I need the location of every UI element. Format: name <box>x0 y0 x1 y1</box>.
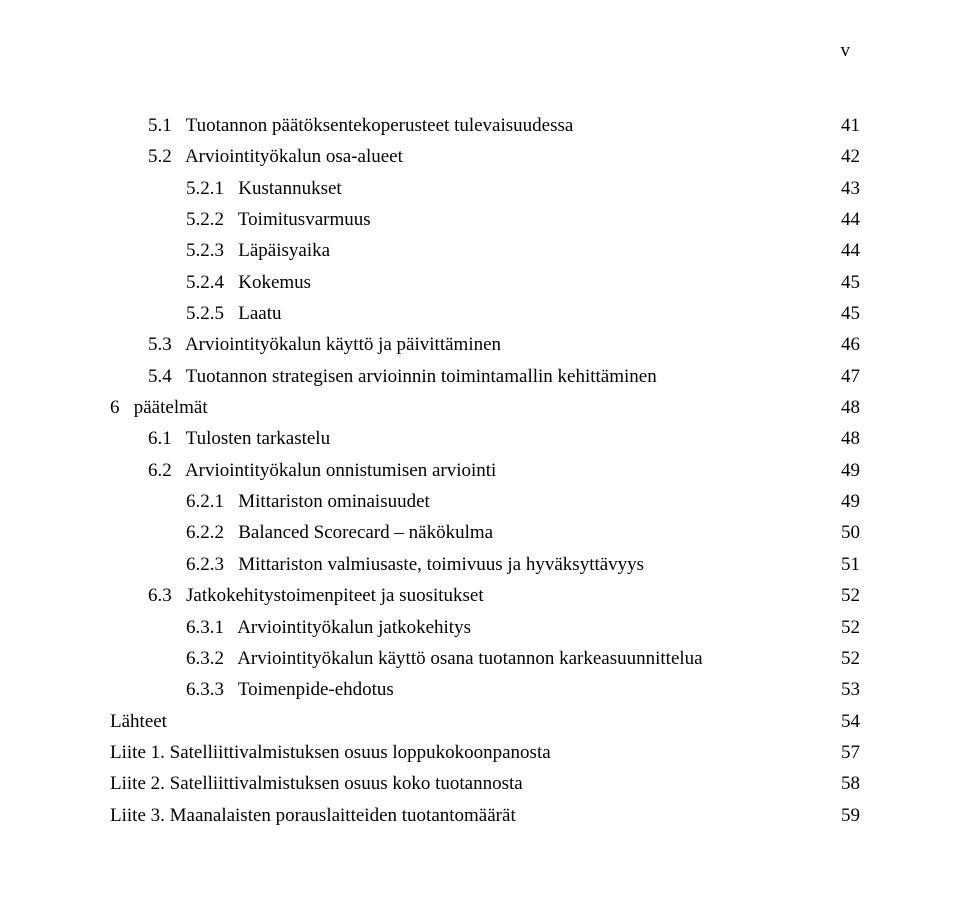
toc-entry-page: 44 <box>841 204 860 235</box>
toc-entry-page: 42 <box>841 141 860 172</box>
toc-entry-label: Liite 3. Maanalaisten porauslaitteiden t… <box>110 800 516 831</box>
toc-entry: 5.2.3 Läpäisyaika 44 <box>110 235 860 266</box>
toc-entry: 6 päätelmät 48 <box>110 392 860 423</box>
toc-entry-page: 44 <box>841 235 860 266</box>
toc-entry: Liite 3. Maanalaisten porauslaitteiden t… <box>110 800 860 831</box>
toc-entry-page: 46 <box>841 329 860 360</box>
toc-entry-page: 45 <box>841 267 860 298</box>
toc-entry: 5.3 Arviointityökalun käyttö ja päivittä… <box>110 329 860 360</box>
toc-entry: Liite 2. Satelliittivalmistuksen osuus k… <box>110 768 860 799</box>
toc-entry: 5.1 Tuotannon päätöksentekoperusteet tul… <box>110 110 860 141</box>
toc-entry: 6.2.3 Mittariston valmiusaste, toimivuus… <box>110 549 860 580</box>
toc-entry: 6.3.1 Arviointityökalun jatkokehitys 52 <box>110 612 860 643</box>
toc-entry-label: 5.2.1 Kustannukset <box>186 173 342 204</box>
toc-entry-label: 6.2 Arviointityökalun onnistumisen arvio… <box>148 455 496 486</box>
toc-entry: Lähteet 54 <box>110 706 860 737</box>
toc-entry-page: 52 <box>841 612 860 643</box>
toc-entry-page: 54 <box>841 706 860 737</box>
toc-entry: 5.2.4 Kokemus 45 <box>110 267 860 298</box>
toc-entry: 5.2.2 Toimitusvarmuus 44 <box>110 204 860 235</box>
table-of-contents: 5.1 Tuotannon päätöksentekoperusteet tul… <box>110 110 860 831</box>
page-number: v <box>841 40 851 62</box>
toc-entry: 6.3.2 Arviointityökalun käyttö osana tuo… <box>110 643 860 674</box>
toc-entry-page: 48 <box>841 392 860 423</box>
toc-entry: 5.2.1 Kustannukset 43 <box>110 173 860 204</box>
toc-entry-page: 57 <box>841 737 860 768</box>
toc-entry: 5.2 Arviointityökalun osa-alueet 42 <box>110 141 860 172</box>
toc-entry: 6.2 Arviointityökalun onnistumisen arvio… <box>110 455 860 486</box>
toc-entry: 6.3 Jatkokehitystoimenpiteet ja suosituk… <box>110 580 860 611</box>
toc-entry: Liite 1. Satelliittivalmistuksen osuus l… <box>110 737 860 768</box>
toc-entry-label: 6.2.3 Mittariston valmiusaste, toimivuus… <box>186 549 644 580</box>
toc-entry-page: 43 <box>841 173 860 204</box>
toc-entry-page: 59 <box>841 800 860 831</box>
toc-entry-label: Liite 1. Satelliittivalmistuksen osuus l… <box>110 737 551 768</box>
toc-entry-label: 5.4 Tuotannon strategisen arvioinnin toi… <box>148 361 657 392</box>
toc-entry-label: 5.2.2 Toimitusvarmuus <box>186 204 371 235</box>
toc-entry-page: 52 <box>841 580 860 611</box>
toc-entry-label: 6.3.2 Arviointityökalun käyttö osana tuo… <box>186 643 703 674</box>
toc-entry-label: 6.2.2 Balanced Scorecard – näkökulma <box>186 517 493 548</box>
toc-entry-label: 6 päätelmät <box>110 392 208 423</box>
toc-entry: 6.3.3 Toimenpide-ehdotus 53 <box>110 674 860 705</box>
toc-entry-label: 5.3 Arviointityökalun käyttö ja päivittä… <box>148 329 501 360</box>
toc-entry-label: 6.3 Jatkokehitystoimenpiteet ja suosituk… <box>148 580 484 611</box>
toc-entry-label: 6.3.3 Toimenpide-ehdotus <box>186 674 394 705</box>
toc-entry-page: 52 <box>841 643 860 674</box>
toc-entry: 6.1 Tulosten tarkastelu 48 <box>110 423 860 454</box>
toc-entry-page: 51 <box>841 549 860 580</box>
toc-entry-label: 6.3.1 Arviointityökalun jatkokehitys <box>186 612 471 643</box>
toc-entry-label: 5.2.5 Laatu <box>186 298 282 329</box>
toc-entry: 6.2.2 Balanced Scorecard – näkökulma 50 <box>110 517 860 548</box>
toc-entry-page: 47 <box>841 361 860 392</box>
toc-entry-label: Lähteet <box>110 706 167 737</box>
toc-entry-page: 49 <box>841 455 860 486</box>
toc-entry-page: 50 <box>841 517 860 548</box>
toc-entry-page: 53 <box>841 674 860 705</box>
toc-entry-label: 5.2.3 Läpäisyaika <box>186 235 330 266</box>
toc-entry-label: 5.2.4 Kokemus <box>186 267 311 298</box>
toc-entry-label: Liite 2. Satelliittivalmistuksen osuus k… <box>110 768 523 799</box>
toc-entry-page: 48 <box>841 423 860 454</box>
toc-entry-label: 6.1 Tulosten tarkastelu <box>148 423 330 454</box>
toc-entry-page: 45 <box>841 298 860 329</box>
toc-entry-label: 5.2 Arviointityökalun osa-alueet <box>148 141 403 172</box>
toc-entry: 5.4 Tuotannon strategisen arvioinnin toi… <box>110 361 860 392</box>
toc-entry-label: 6.2.1 Mittariston ominaisuudet <box>186 486 430 517</box>
toc-entry-label: 5.1 Tuotannon päätöksentekoperusteet tul… <box>148 110 573 141</box>
toc-entry: 6.2.1 Mittariston ominaisuudet 49 <box>110 486 860 517</box>
toc-entry-page: 49 <box>841 486 860 517</box>
toc-entry-page: 58 <box>841 768 860 799</box>
toc-entry: 5.2.5 Laatu 45 <box>110 298 860 329</box>
toc-entry-page: 41 <box>841 110 860 141</box>
